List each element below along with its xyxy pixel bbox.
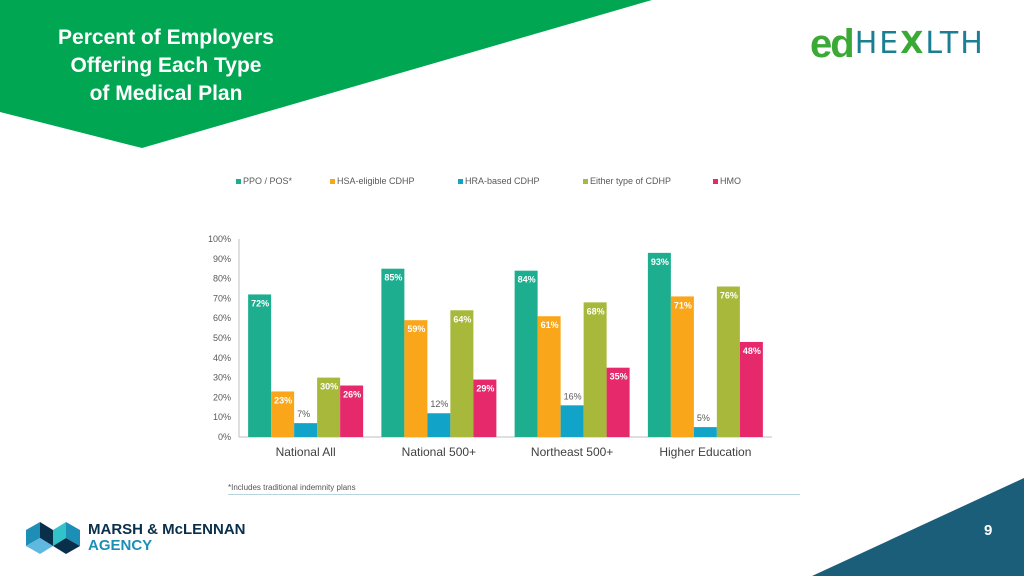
edhealth-logo-lth: LTH: [925, 26, 985, 61]
x-category-label: National 500+: [402, 445, 476, 459]
marsh-mclennan-logo: MARSH & McLENNAN AGENCY: [26, 522, 246, 554]
page-number: 9: [984, 522, 993, 539]
edhealth-logo-ed: ed: [810, 22, 855, 66]
x-category-label: National All: [276, 445, 336, 459]
bar: [271, 391, 295, 437]
bar-value-label: 30%: [320, 382, 338, 392]
bar: [537, 316, 561, 437]
bar: [340, 385, 364, 437]
bar-value-label: 7%: [297, 409, 310, 419]
footnote: *Includes traditional indemnity plans: [228, 483, 356, 492]
bar-value-label: 93%: [651, 257, 669, 267]
bar: [317, 377, 341, 437]
edhealth-logo-he: HE: [854, 26, 901, 61]
edhealth-logo: ed HEXLTH: [810, 24, 985, 64]
mma-wordmark-line-1: MARSH & McLENNAN: [88, 521, 246, 538]
bar-value-label: 29%: [476, 384, 494, 394]
bar: [248, 294, 272, 437]
bar: [739, 341, 763, 437]
bar: [670, 296, 694, 437]
edhealth-logo-health: HEXLTH: [855, 24, 985, 64]
bar-value-label: 12%: [430, 399, 448, 409]
bar-value-label: 61%: [541, 320, 559, 330]
slide-title-line-3: of Medical Plan: [89, 82, 243, 105]
bar-value-label: 59%: [407, 324, 425, 334]
legend-label: HSA-eligible CDHP: [337, 176, 415, 186]
y-tick-label: 50%: [213, 333, 231, 343]
mma-wordmark: MARSH & McLENNAN AGENCY: [88, 522, 246, 554]
bar-value-label: 71%: [674, 300, 692, 310]
y-tick-label: 70%: [213, 293, 231, 303]
y-tick-label: 10%: [213, 412, 231, 422]
bar: [606, 367, 630, 437]
legend-swatch: [583, 179, 588, 184]
y-tick-label: 40%: [213, 353, 231, 363]
edhealth-logo-x: X: [900, 26, 926, 61]
legend-swatch: [458, 179, 463, 184]
bar: [473, 379, 497, 437]
y-tick-label: 30%: [213, 373, 231, 383]
header-green-band: [0, 0, 652, 148]
bar: [404, 320, 428, 437]
bar: [583, 302, 607, 437]
slide-title: Percent of Employers Offering Each Type …: [30, 24, 302, 108]
legend-label: PPO / POS*: [243, 176, 293, 186]
bar-value-label: 26%: [343, 390, 361, 400]
bar: [450, 310, 474, 437]
x-category-label: Higher Education: [659, 445, 751, 459]
bar-value-label: 23%: [274, 395, 292, 405]
bar-value-label: 48%: [743, 346, 761, 356]
y-tick-label: 80%: [213, 274, 231, 284]
x-category-label: Northeast 500+: [531, 445, 613, 459]
y-tick-label: 90%: [213, 254, 231, 264]
legend-label: Either type of CDHP: [590, 176, 671, 186]
y-tick-label: 60%: [213, 313, 231, 323]
bar: [294, 423, 318, 437]
legend-swatch: [330, 179, 335, 184]
slide-title-line-2: Offering Each Type: [70, 54, 262, 77]
legend-label: HRA-based CDHP: [465, 176, 540, 186]
bar-value-label: 76%: [720, 291, 738, 301]
y-tick-label: 100%: [208, 234, 231, 244]
mma-wordmark-line-2: AGENCY: [88, 537, 153, 554]
y-tick-label: 20%: [213, 392, 231, 402]
bar: [560, 405, 584, 437]
mma-emblem-icon: [26, 522, 80, 554]
bar-value-label: 84%: [518, 275, 536, 285]
bar: [693, 427, 717, 437]
bar-value-label: 35%: [610, 372, 628, 382]
y-tick-label: 0%: [218, 432, 231, 442]
bar: [716, 286, 740, 437]
bar: [427, 413, 451, 437]
bar: [514, 270, 538, 437]
bar-value-label: 16%: [564, 391, 582, 401]
bar-value-label: 72%: [251, 298, 269, 308]
bar-value-label: 64%: [453, 314, 471, 324]
bar: [647, 252, 671, 437]
bar-value-label: 85%: [384, 273, 402, 283]
bar: [381, 268, 405, 437]
legend-label: HMO: [720, 176, 741, 186]
legend-swatch: [713, 179, 718, 184]
bar-value-label: 68%: [587, 306, 605, 316]
slide-title-line-1: Percent of Employers: [58, 26, 274, 49]
legend-swatch: [236, 179, 241, 184]
bar-value-label: 5%: [697, 413, 710, 423]
footnote-divider: [228, 494, 800, 495]
